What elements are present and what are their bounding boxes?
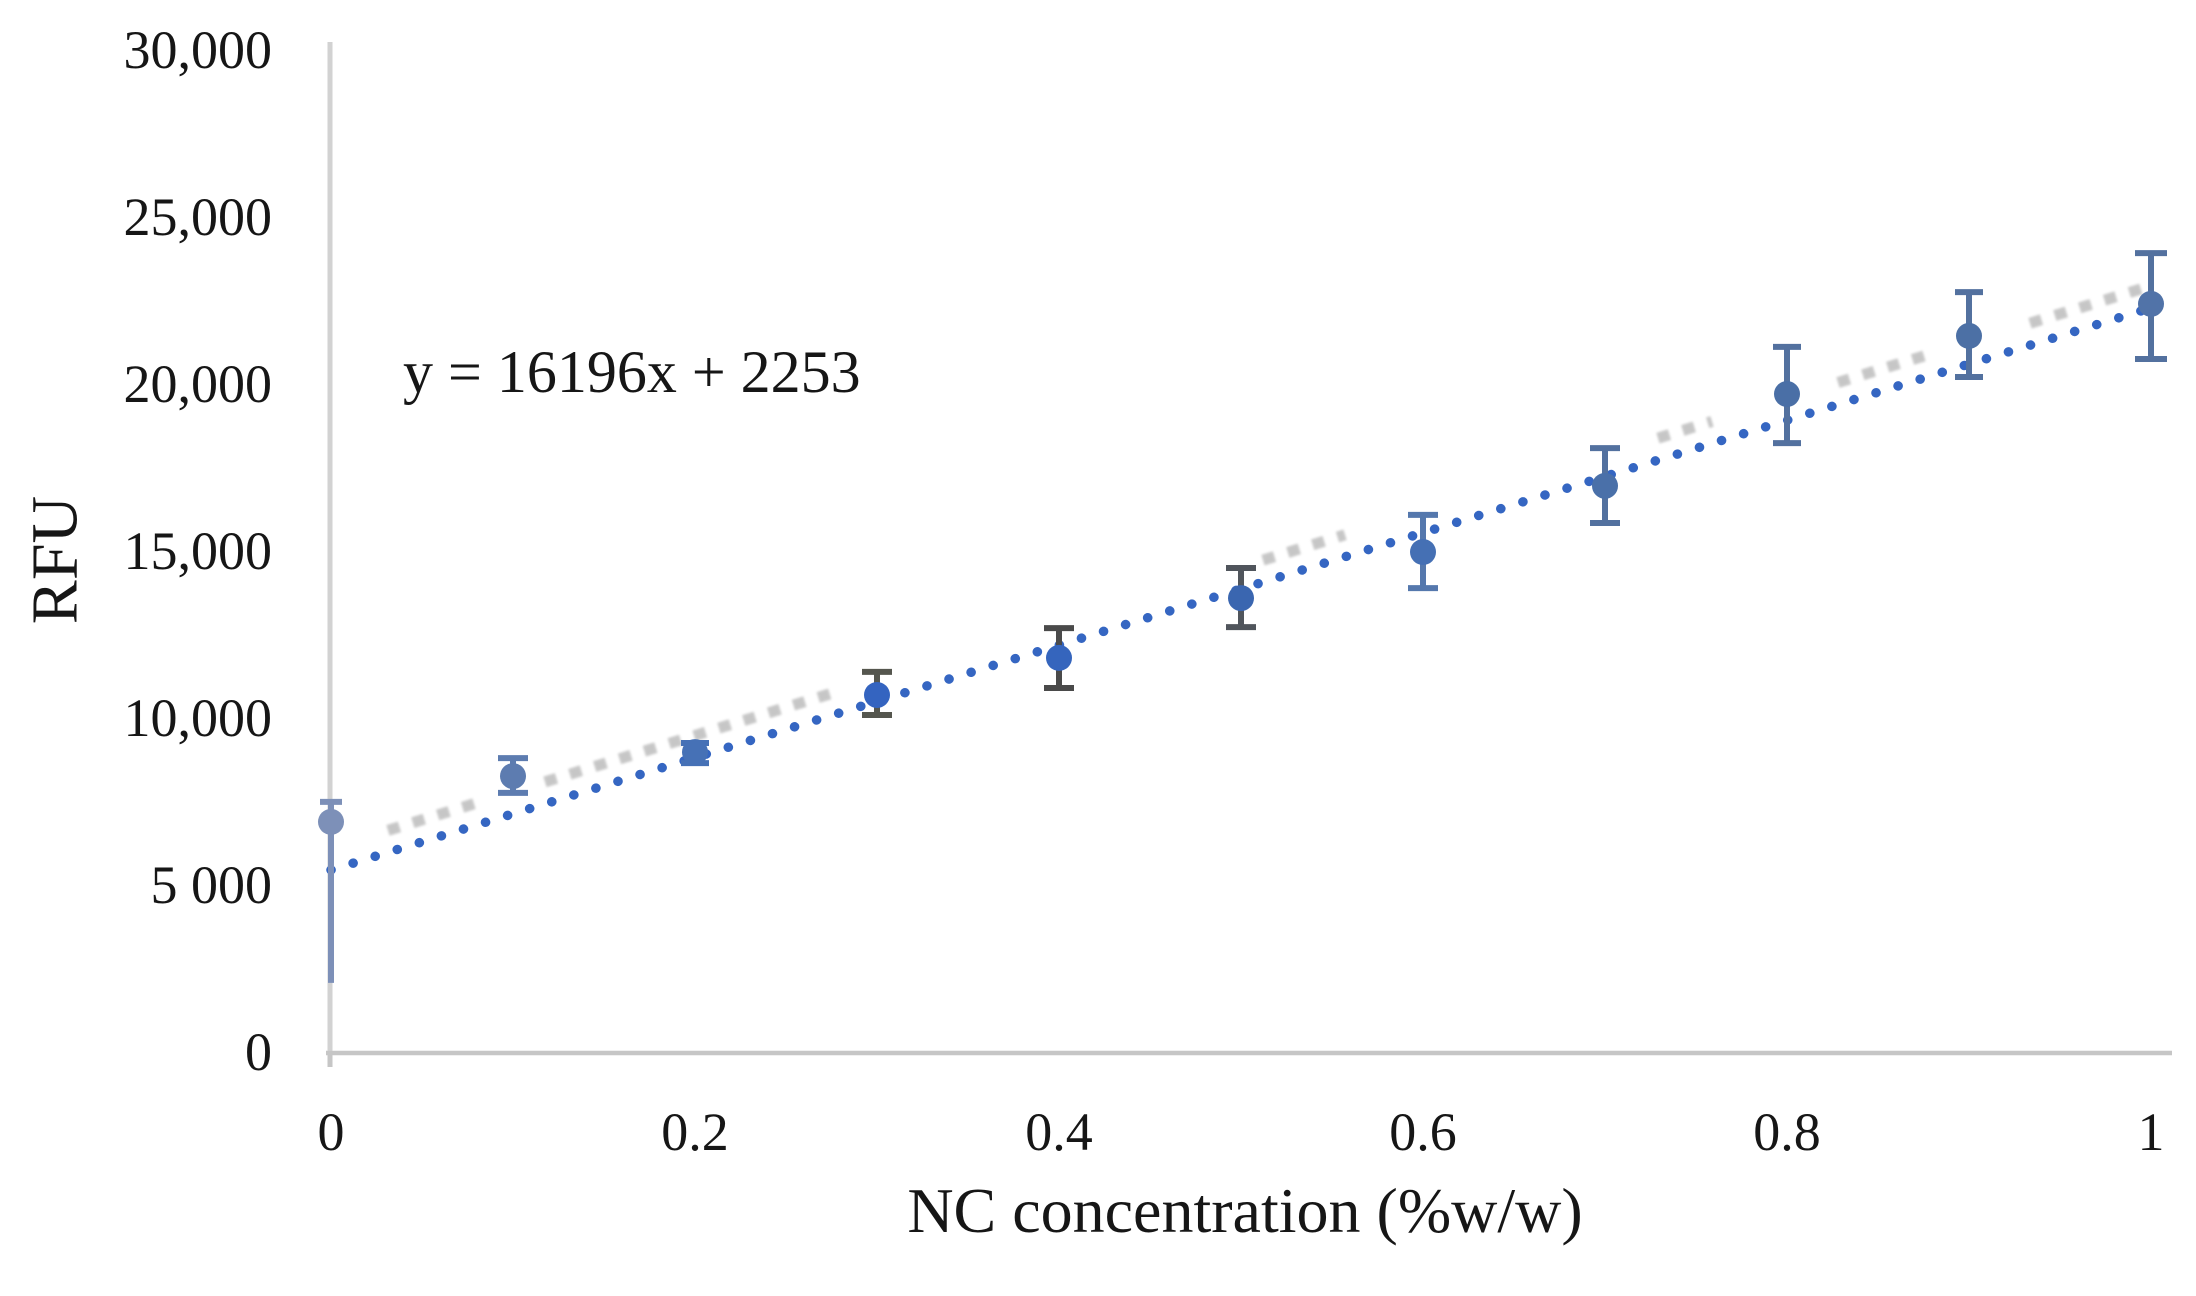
y-tick-label: 0 <box>245 1022 272 1082</box>
data-point-marker <box>1410 539 1436 566</box>
trendline-equation-label: y = 16196x + 2253 <box>403 339 861 405</box>
data-point-marker <box>500 763 526 790</box>
data-points-group <box>318 290 2164 835</box>
x-tick-label: 0.4 <box>1025 1102 1093 1162</box>
y-tick-label: 30,000 <box>124 20 273 80</box>
x-tick-label: 0.8 <box>1753 1102 1821 1162</box>
data-point-marker <box>1046 644 1072 671</box>
x-axis-title: NC concentration (%w/w) <box>907 1175 1582 1246</box>
data-point-marker <box>1228 585 1254 612</box>
y-tick-label: 20,000 <box>124 354 273 414</box>
data-point-marker <box>1774 381 1800 408</box>
data-point-marker <box>2138 290 2164 317</box>
y-tick-label: 15,000 <box>124 521 273 581</box>
data-point-marker <box>1956 322 1982 349</box>
data-point-marker <box>864 681 890 708</box>
x-tick-label: 1 <box>2138 1102 2165 1162</box>
x-tick-label: 0 <box>318 1102 345 1162</box>
y-tick-label: 25,000 <box>124 187 273 247</box>
trendline-ghost-artifacts <box>386 281 2150 836</box>
data-point-marker <box>682 739 708 766</box>
x-tick-label: 0.6 <box>1389 1102 1457 1162</box>
y-axis-title: RFU <box>19 496 92 624</box>
y-tick-label: 10,000 <box>124 688 273 748</box>
data-point-marker <box>318 808 344 835</box>
y-tick-label: 5 000 <box>151 855 273 915</box>
x-tick-label: 0.2 <box>661 1102 729 1162</box>
data-point-marker <box>1592 472 1618 499</box>
